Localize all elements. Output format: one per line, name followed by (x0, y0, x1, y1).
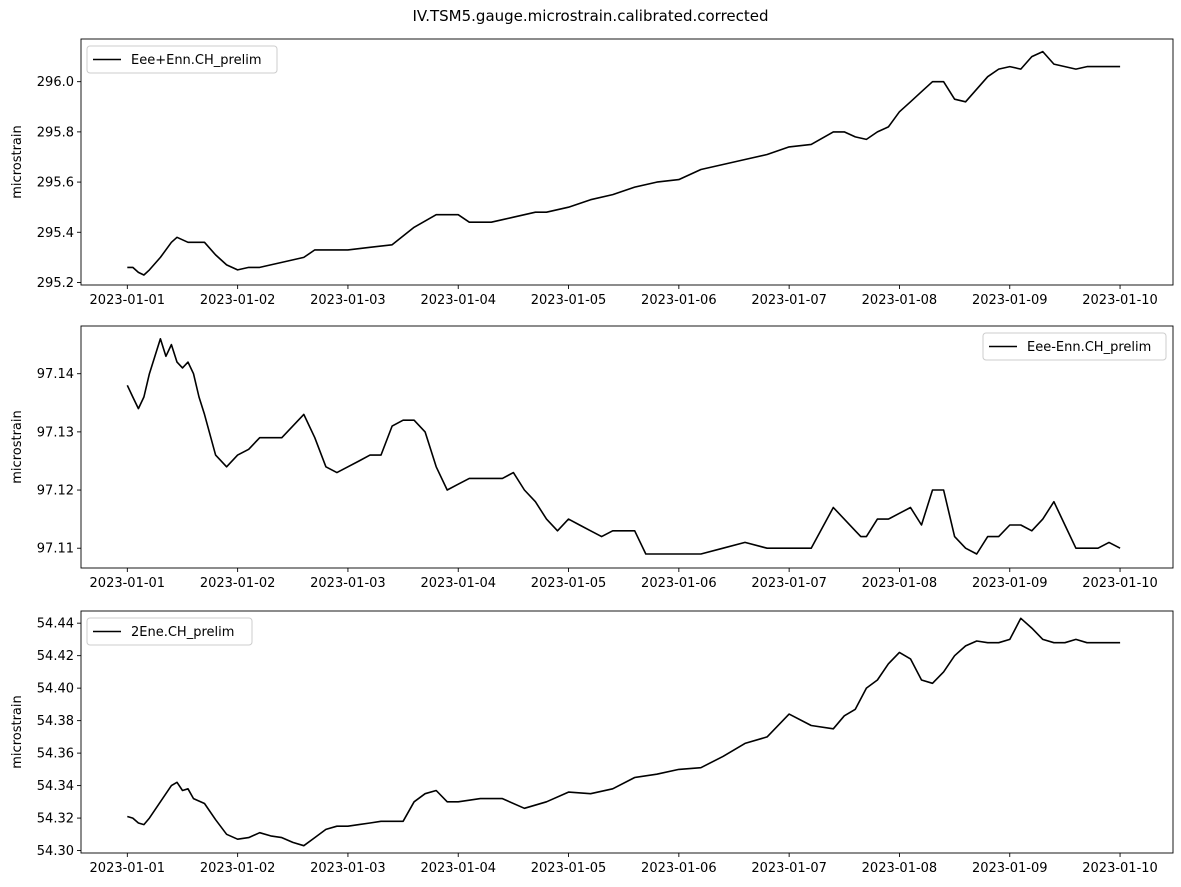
x-tick-label: 2023-01-03 (310, 861, 386, 876)
x-tick-label: 2023-01-06 (641, 576, 717, 591)
x-tick-label: 2023-01-10 (1082, 576, 1158, 591)
x-tick-label: 2023-01-08 (862, 861, 938, 876)
x-tick-label: 2023-01-06 (641, 861, 717, 876)
x-tick-label: 2023-01-10 (1082, 861, 1158, 876)
y-tick-label: 295.4 (37, 226, 74, 241)
x-tick-label: 2023-01-09 (972, 861, 1048, 876)
y-tick-label: 97.14 (37, 367, 74, 382)
x-tick-label: 2023-01-01 (90, 576, 166, 591)
y-tick-label: 54.38 (37, 714, 74, 729)
x-tick-label: 2023-01-07 (751, 861, 827, 876)
subplot-1: 2023-01-01 2023-01-02 2023-01-03 2023-01-04… (10, 38, 1174, 308)
y-tick-label: 97.11 (37, 542, 74, 557)
subplot-3: 2023-01-01 2023-01-02 2023-01-03 2023-01-04… (10, 610, 1174, 876)
series-line-2-1 (126, 337, 1121, 555)
x-tick-label: 2023-01-10 (1082, 293, 1158, 308)
x-tick-label: 2023-01-05 (531, 293, 607, 308)
x-tick-label: 2023-01-03 (310, 576, 386, 591)
x-tick-label: 2023-01-05 (531, 861, 607, 876)
y-tick-label: 97.13 (37, 425, 74, 440)
x-tick-label: 2023-01-04 (420, 293, 496, 308)
y-axis-label: microstrain (10, 410, 25, 483)
y-tick-label: 54.36 (37, 747, 74, 762)
legend-box (86, 617, 253, 646)
y-axis-label: microstrain (10, 125, 25, 198)
figure-title: IV.TSM5.gauge.microstrain.calibrated.cor… (412, 7, 769, 25)
x-tick-label: 2023-01-02 (200, 293, 276, 308)
x-tick-label: 2023-01-09 (972, 576, 1048, 591)
y-tick-label: 296.0 (37, 75, 74, 90)
y-tick-label: 54.44 (37, 617, 74, 632)
legend: Eee+Enn.CH_prelim (86, 45, 278, 74)
axes-frame (80, 610, 1174, 854)
legend: 2Ene.CH_prelim (86, 617, 253, 646)
series-line-3-1 (127, 617, 1121, 847)
y-tick-label: 54.34 (37, 779, 74, 794)
y-tick-label: 97.12 (37, 484, 74, 499)
x-tick-label: 2023-01-08 (862, 576, 938, 591)
x-tick-label: 2023-01-07 (751, 293, 827, 308)
x-tick-label: 2023-01-03 (310, 293, 386, 308)
subplot-2: 2023-01-01 2023-01-02 2023-01-03 2023-01-04… (10, 325, 1174, 591)
x-tick-label: 2023-01-05 (531, 576, 607, 591)
y-axis-label: microstrain (10, 695, 25, 768)
axes-frame (80, 38, 1174, 286)
y-tick-label: 54.42 (37, 649, 74, 664)
legend-box (86, 45, 278, 74)
legend-label: Eee-Enn.CH_prelim (1027, 340, 1151, 355)
y-tick-label: 54.32 (37, 812, 74, 827)
x-tick-label: 2023-01-01 (90, 293, 166, 308)
x-tick-label: 2023-01-09 (972, 293, 1048, 308)
legend-label: Eee+Enn.CH_prelim (131, 53, 261, 68)
x-tick-label: 2023-01-07 (751, 576, 827, 591)
legend-label: 2Ene.CH_prelim (131, 625, 234, 640)
x-tick-label: 2023-01-04 (420, 576, 496, 591)
y-tick-label: 295.6 (37, 176, 74, 191)
x-tick-label: 2023-01-04 (420, 861, 496, 876)
y-tick-label: 295.2 (37, 276, 74, 291)
series-line-1-1 (127, 50, 1121, 276)
legend-box (982, 332, 1167, 361)
x-tick-label: 2023-01-02 (200, 861, 276, 876)
axes-frame (80, 325, 1174, 569)
legend: Eee-Enn.CH_prelim (982, 332, 1167, 361)
y-tick-label: 54.40 (37, 682, 74, 697)
y-tick-label: 295.8 (37, 125, 74, 140)
x-tick-label: 2023-01-01 (90, 861, 166, 876)
y-tick-label: 54.30 (37, 844, 74, 859)
x-tick-label: 2023-01-08 (862, 293, 938, 308)
x-tick-label: 2023-01-06 (641, 293, 717, 308)
x-tick-label: 2023-01-02 (200, 576, 276, 591)
